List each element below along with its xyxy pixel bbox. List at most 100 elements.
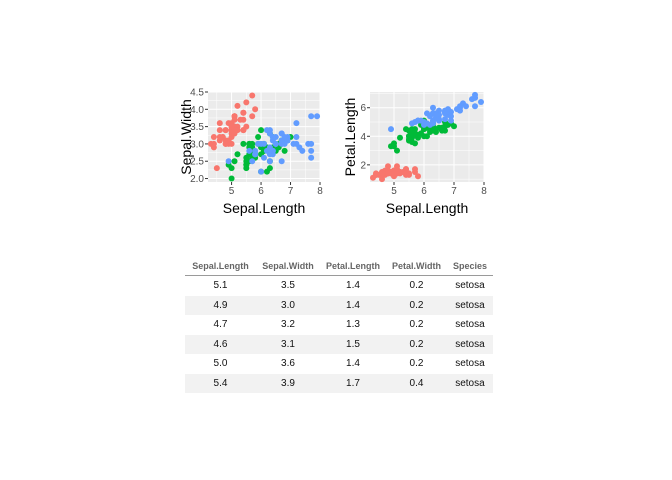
table-cell: 3.6 (281, 358, 295, 370)
data-point (231, 113, 238, 120)
column-header: Petal.Width (386, 257, 447, 276)
table-cell: 1.4 (320, 295, 387, 315)
data-point (216, 120, 223, 127)
x-tick-label: 6 (258, 186, 264, 197)
data-point (424, 133, 430, 140)
y-axis-title: Sepal.Width (180, 99, 194, 174)
data-point (442, 116, 448, 123)
table-cell: 4.9 (185, 295, 256, 315)
table-cell: 3.9 (256, 373, 320, 393)
data-point (228, 123, 235, 130)
data-point (225, 158, 232, 165)
y-tick-label: 6 (360, 103, 366, 114)
data-point (391, 143, 397, 150)
data-point (278, 140, 285, 147)
data-point (243, 123, 250, 130)
data-point (281, 147, 288, 154)
data-point (439, 127, 445, 134)
data-point (249, 92, 256, 99)
column-header: Petal.Length (320, 257, 387, 276)
data-point (210, 140, 217, 147)
table-cell: 0.2 (409, 358, 424, 370)
table-cell: 0.2 (409, 319, 424, 331)
data-point (308, 140, 315, 147)
data-point (216, 134, 223, 140)
y-tick-label: 2 (360, 160, 366, 171)
data-point (478, 99, 484, 105)
table-row: 5.4 3.9 1.7 0.4 setosa (185, 373, 493, 393)
data-point (308, 154, 315, 161)
data-point (379, 176, 385, 183)
data-point (261, 154, 267, 161)
table-row: 5.0 3.6 1.4 0.2 setosa (185, 354, 493, 374)
x-axis-title: Sepal.Length (386, 200, 469, 216)
table-cell: 3.5 (281, 280, 295, 292)
table-cell: 0.2 (386, 295, 447, 315)
data-point (412, 131, 418, 138)
y-axis-title: Petal.Length (344, 98, 358, 177)
y-tick-label: 2.5 (190, 157, 204, 168)
scatter-petal-length-vs-sepal-length: 5 6 7 8 2 4 6 Sepal.Length Petal.Length (344, 91, 487, 216)
table-cell: setosa (446, 334, 493, 354)
data-point (278, 158, 285, 165)
data-point (266, 165, 273, 172)
table-row: 4.7 3.2 1.3 0.2 setosa (185, 315, 493, 335)
data-point (385, 163, 391, 170)
data-point (427, 129, 433, 135)
data-point (457, 107, 463, 114)
y-tick-label: 4.0 (190, 105, 204, 116)
table-cell: setosa (455, 319, 485, 331)
data-point (388, 126, 394, 133)
data-point (472, 103, 478, 110)
data-point (391, 170, 397, 177)
data-point (379, 170, 385, 177)
table-cell: 0.4 (386, 373, 447, 393)
x-tick-label: 8 (481, 186, 487, 197)
data-point (308, 147, 315, 154)
column-header: Species (446, 257, 493, 276)
data-point (240, 140, 247, 147)
data-point (252, 151, 259, 158)
data-point (231, 158, 238, 165)
table-cell: setosa (455, 280, 485, 292)
data-point (433, 111, 439, 118)
data-point (406, 137, 412, 144)
data-point (400, 169, 406, 175)
data-point (258, 127, 265, 134)
table-row: 4.6 3.1 1.5 0.2 setosa (185, 334, 493, 354)
table-cell: 5.1 (213, 280, 228, 292)
data-point (228, 165, 235, 172)
data-point (255, 140, 262, 147)
table-row: 5.1 3.5 1.4 0.2 setosa (185, 276, 493, 296)
iris-data-table: Sepal.Length Sepal.Width Petal.Length Pe… (185, 257, 493, 393)
data-point (234, 102, 241, 109)
data-point (213, 165, 220, 172)
table-cell: 0.2 (409, 280, 424, 292)
table-cell: 3.2 (281, 319, 295, 331)
data-point (246, 147, 253, 154)
data-point (397, 134, 403, 141)
data-point (293, 120, 300, 127)
table-cell: 1.4 (346, 280, 360, 292)
data-point (418, 117, 424, 124)
data-point (272, 140, 279, 147)
x-tick-label: 7 (288, 186, 294, 197)
data-point (293, 140, 300, 147)
column-header: Sepal.Length (185, 257, 256, 276)
data-point (314, 113, 321, 120)
data-point (394, 163, 400, 170)
table-cell: 4.7 (213, 319, 228, 331)
table-cell: setosa (446, 295, 493, 315)
data-point (222, 127, 229, 134)
data-point (409, 120, 415, 127)
table-cell: 1.3 (346, 319, 360, 331)
plot-panel (208, 92, 320, 182)
table-cell: 1.4 (346, 358, 360, 370)
x-tick-label: 6 (421, 186, 427, 197)
data-point (448, 113, 454, 120)
data-point (216, 127, 223, 134)
data-point (240, 109, 247, 116)
data-point (252, 106, 259, 113)
table-cell: setosa (455, 358, 485, 370)
data-point (293, 134, 300, 140)
